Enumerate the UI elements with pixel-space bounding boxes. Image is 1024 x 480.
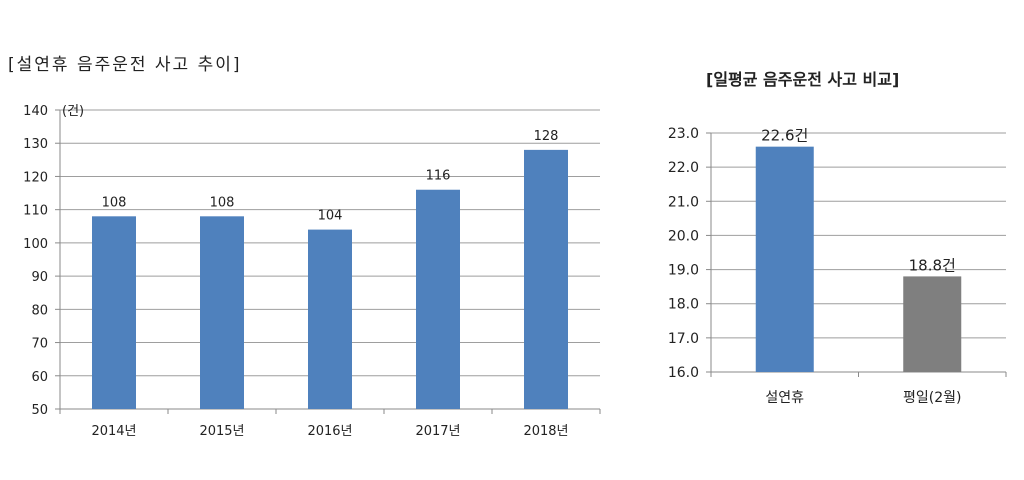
left-y-tick-label: 140 — [23, 104, 48, 119]
right-data-label: 18.8건 — [909, 256, 956, 274]
left-data-label: 128 — [534, 129, 559, 144]
right-bar — [755, 146, 814, 372]
right-y-tick-label: 19.0 — [668, 263, 699, 279]
left-category-label: 2014년 — [91, 424, 136, 439]
right-y-tick-label: 17.0 — [668, 331, 699, 347]
left-category-label: 2017년 — [415, 424, 460, 439]
left-y-tick-label: 60 — [31, 370, 48, 385]
left-y-tick-label: 80 — [31, 303, 48, 318]
left-y-tick-label: 50 — [31, 403, 48, 418]
left-bar — [416, 189, 460, 409]
right-chart-title: [일평균 음주운전 사고 비교] — [706, 70, 900, 89]
right-y-tick-label: 16.0 — [668, 365, 699, 381]
left-y-tick-label: 130 — [23, 137, 48, 152]
left-chart-title: [설연휴 음주운전 사고 추이] — [8, 55, 242, 75]
right-bar — [903, 276, 962, 372]
left-data-label: 108 — [102, 195, 127, 210]
right-y-tick-label: 23.0 — [668, 126, 699, 142]
left-bar-chart: 50 60 70 80 90 100 110 120 130 140 108 2014년 108 2015… — [23, 104, 601, 439]
right-category-label: 설연휴 — [765, 390, 804, 406]
right-y-tick-label: 18.0 — [668, 297, 699, 313]
left-y-tick-label: 90 — [31, 270, 48, 285]
right-y-tick-label: 20.0 — [668, 228, 699, 244]
left-data-label: 116 — [426, 169, 451, 184]
left-category-label: 2015년 — [199, 424, 244, 439]
right-data-label: 22.6건 — [761, 127, 808, 145]
left-category-label: 2016년 — [307, 424, 352, 439]
right-y-tick-label: 21.0 — [668, 194, 699, 210]
left-category-label: 2018년 — [523, 424, 568, 439]
left-bar — [92, 216, 136, 409]
right-y-tick-label: 22.0 — [668, 160, 699, 176]
left-y-tick-label: 120 — [23, 170, 48, 185]
left-y-tick-label: 110 — [23, 204, 48, 219]
left-y-unit-label: (건) — [62, 104, 84, 119]
left-bar — [524, 149, 568, 409]
left-y-tick-label: 100 — [23, 237, 48, 252]
left-data-label: 108 — [210, 195, 235, 210]
left-bar — [200, 216, 244, 409]
right-category-label: 평일(2월) — [903, 390, 961, 406]
left-y-tick-label: 70 — [31, 337, 48, 352]
left-data-label: 104 — [318, 209, 343, 224]
left-bar — [308, 229, 352, 409]
